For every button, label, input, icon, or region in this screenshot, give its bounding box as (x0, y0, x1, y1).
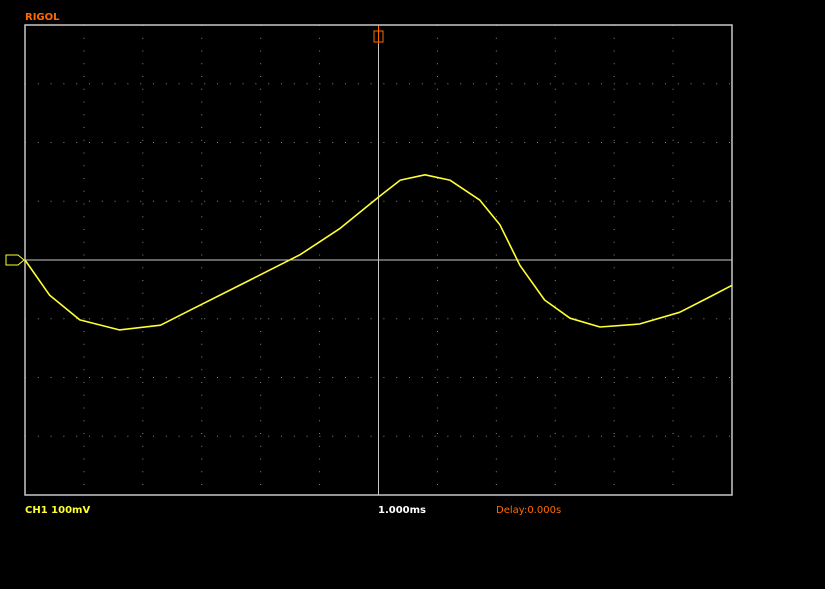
channel-marker (5, 254, 25, 266)
timebase: 1.000ms (378, 505, 426, 516)
channel-scale: CH1 100mV (25, 505, 90, 516)
delay: Delay:0.000s (496, 505, 561, 516)
waveform-trace (24, 174, 733, 331)
brand-logo: RIGOL (25, 12, 60, 23)
trigger-box (373, 30, 384, 43)
trigger-marker (373, 26, 384, 44)
